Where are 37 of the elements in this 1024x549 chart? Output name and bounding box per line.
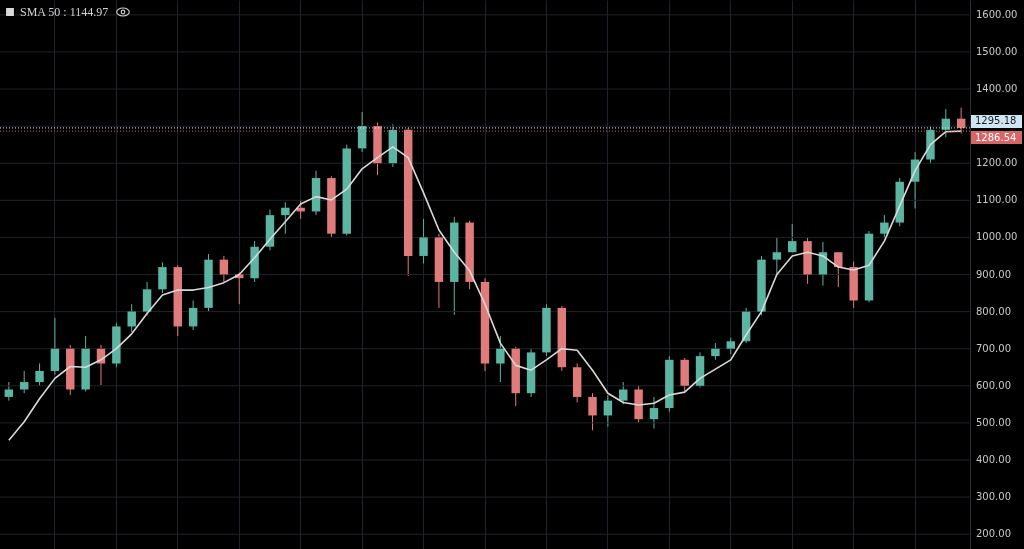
candlestick <box>419 218 428 264</box>
candlestick <box>158 261 167 294</box>
ref-line-label: 1295.18 <box>975 115 1017 127</box>
y-tick-label: 200.00 <box>976 528 1011 540</box>
candlestick <box>588 392 597 431</box>
legend-label: SMA 50 : 1144.97 <box>20 5 109 19</box>
candlestick <box>649 396 659 429</box>
y-tick-label: 600.00 <box>976 379 1011 391</box>
candlestick <box>4 381 14 402</box>
y-tick-label: 1000.00 <box>976 231 1018 243</box>
candlestick <box>50 317 60 376</box>
candlestick <box>818 241 828 287</box>
ref-line-label: 1286.54 <box>975 131 1017 143</box>
y-tick-label: 700.00 <box>976 342 1011 354</box>
y-tick-label: 1600.00 <box>976 8 1018 20</box>
y-tick-label: 1500.00 <box>976 45 1018 57</box>
y-tick-label: 400.00 <box>976 453 1011 465</box>
candlestick <box>787 223 797 253</box>
candlestick <box>142 281 152 316</box>
candlestick <box>188 299 198 331</box>
candlestick <box>281 201 290 235</box>
candlestick <box>619 381 628 405</box>
candlestick <box>603 394 613 428</box>
candlestick <box>35 363 44 387</box>
candlestick <box>880 214 889 238</box>
y-tick-label: 1100.00 <box>976 194 1018 206</box>
candlestick <box>834 251 843 288</box>
y-tick-label: 300.00 <box>976 491 1011 503</box>
y-tick-label: 800.00 <box>976 305 1011 317</box>
y-tick-label: 1200.00 <box>976 157 1018 169</box>
candlestick <box>219 255 229 283</box>
y-tick-label: 1400.00 <box>976 83 1018 95</box>
candlestick <box>127 303 136 333</box>
y-tick-label: 500.00 <box>976 416 1011 428</box>
candlestick <box>772 236 782 275</box>
candlestick <box>496 335 505 383</box>
y-tick-label: 900.00 <box>976 268 1011 280</box>
